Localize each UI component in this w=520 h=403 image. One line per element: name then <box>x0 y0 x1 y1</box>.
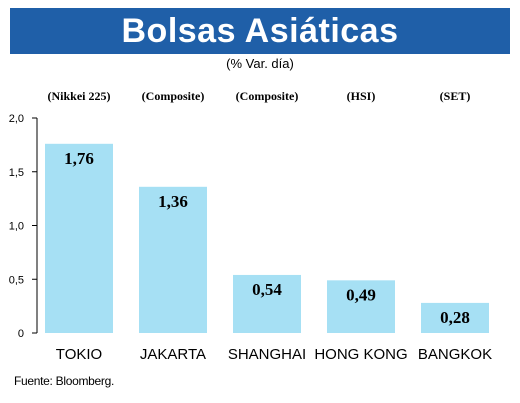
category-label: TOKIO <box>56 346 102 363</box>
title-bar: Bolsas Asiáticas <box>10 8 510 54</box>
index-label: (Composite) <box>236 89 299 103</box>
index-label: (Composite) <box>142 89 205 103</box>
index-label: (SET) <box>440 89 471 103</box>
chart-title: Bolsas Asiáticas <box>121 12 399 50</box>
bar <box>327 280 395 333</box>
source-note: Fuente: Bloomberg. <box>14 374 114 388</box>
category-label: HONG KONG <box>314 346 407 363</box>
bar <box>45 143 113 333</box>
bar-value-label: 0,49 <box>346 285 376 304</box>
bar-value-label: 0,54 <box>252 280 282 299</box>
y-tick-label: 1,5 <box>9 167 24 179</box>
y-tick-label: 2,0 <box>9 113 24 125</box>
bar <box>421 302 489 333</box>
bar-value-label: 1,76 <box>64 149 94 168</box>
bar <box>233 274 301 333</box>
bar-value-label: 1,36 <box>158 192 188 211</box>
category-label: BANGKOK <box>418 346 492 363</box>
y-tick-label: 0 <box>18 328 24 340</box>
index-label: (HSI) <box>347 89 376 103</box>
category-label: JAKARTA <box>140 346 206 363</box>
y-tick-label: 1,0 <box>9 221 24 233</box>
y-tick-label: 0,5 <box>9 274 24 286</box>
bar <box>139 186 207 333</box>
bar-value-label: 0,28 <box>440 308 470 327</box>
chart-subtitle: (% Var. día) <box>226 56 294 71</box>
category-label: SHANGHAI <box>228 346 306 363</box>
index-label: (Nikkei 225) <box>48 89 111 103</box>
